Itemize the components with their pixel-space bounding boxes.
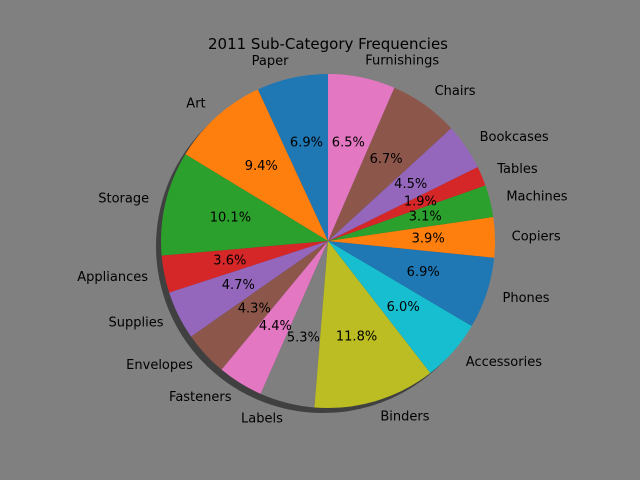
pie-slice-fasteners [221, 241, 328, 394]
slice-percent-appliances: 3.6% [213, 254, 246, 269]
pie-slice-art [185, 89, 328, 241]
slice-label-binders: Binders [380, 410, 429, 425]
pie-slice-appliances [161, 241, 328, 293]
slice-percent-binders: 11.8% [336, 330, 377, 345]
slice-label-appliances: Appliances [77, 270, 148, 285]
pie-slice-bookcases [328, 128, 478, 241]
slice-label-chairs: Chairs [435, 84, 476, 99]
slice-label-envelopes: Envelopes [126, 358, 193, 373]
slice-label-supplies: Supplies [109, 315, 164, 330]
slice-percent-chairs: 6.7% [370, 152, 403, 167]
slice-percent-fasteners: 4.4% [259, 319, 292, 334]
pie-slice-paper [257, 74, 328, 241]
pie-slice-binders [314, 241, 431, 408]
slice-label-fasteners: Fasteners [169, 390, 232, 405]
slice-label-phones: Phones [503, 291, 550, 306]
pie-slice-labels [260, 241, 328, 408]
pie-slice-chairs [328, 87, 452, 241]
slice-label-furnishings: Furnishings [365, 54, 439, 69]
slice-label-labels: Labels [241, 412, 283, 427]
slice-label-machines: Machines [506, 189, 567, 204]
slice-percent-paper: 6.9% [290, 136, 323, 151]
slice-percent-tables: 1.9% [404, 195, 437, 210]
pie-slice-envelopes [191, 241, 328, 370]
slice-label-accessories: Accessories [466, 355, 542, 370]
slice-percent-machines: 3.1% [409, 210, 442, 225]
slice-label-paper: Paper [252, 54, 289, 69]
chart-title: 2011 Sub-Category Frequencies [208, 35, 448, 53]
slice-label-tables: Tables [496, 162, 538, 177]
slice-percent-phones: 6.9% [407, 265, 440, 280]
slice-label-storage: Storage [98, 192, 149, 207]
slice-percent-labels: 5.3% [287, 331, 320, 346]
label-layer: Paper 6.9% Art 9.4% Storage 10.1% Appliances 3.… [77, 54, 568, 427]
pie-slice-accessories [328, 241, 472, 373]
slice-percent-storage: 10.1% [210, 211, 251, 226]
pie-slice-phones [328, 241, 495, 327]
slice-label-copiers: Copiers [512, 229, 561, 244]
pie-slice-copiers [328, 216, 496, 258]
pie-slice-storage [161, 154, 328, 256]
slice-label-art: Art [186, 96, 205, 111]
slice-percent-art: 9.4% [245, 159, 278, 174]
slice-label-bookcases: Bookcases [480, 130, 549, 145]
slice-percent-copiers: 3.9% [412, 231, 445, 246]
pie-slice-furnishings [328, 74, 395, 241]
pie-slice-tables [328, 167, 486, 241]
slice-percent-supplies: 4.7% [222, 278, 255, 293]
slice-percent-envelopes: 4.3% [238, 301, 271, 316]
pie-slice-machines [328, 185, 494, 241]
slice-percent-accessories: 6.0% [387, 300, 420, 315]
slice-percent-furnishings: 6.5% [332, 135, 365, 150]
slice-layer [161, 74, 496, 408]
pie-slice-supplies [169, 241, 328, 337]
slice-percent-bookcases: 4.5% [394, 177, 427, 192]
